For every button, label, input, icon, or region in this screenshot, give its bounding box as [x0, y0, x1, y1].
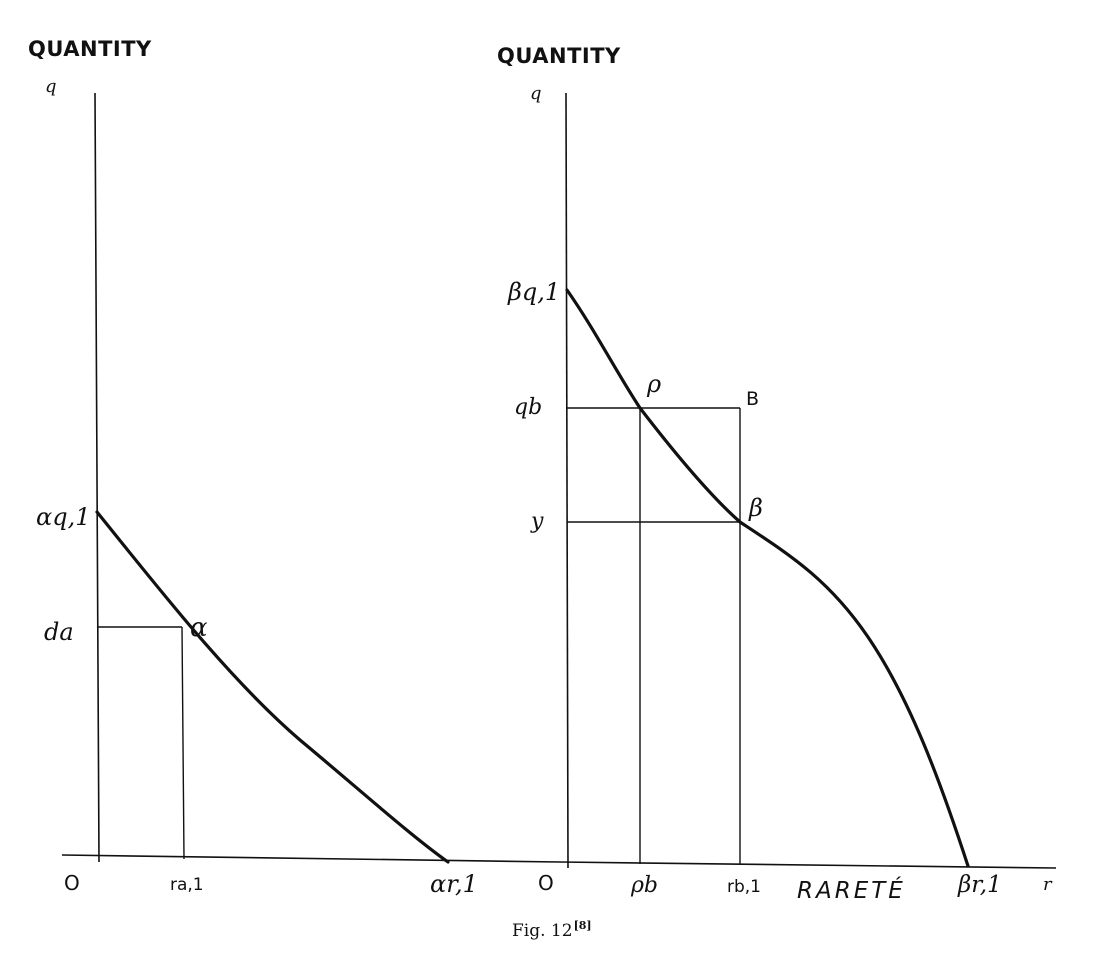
right-r-axis-line — [559, 861, 1057, 869]
right-y-label: y — [530, 509, 544, 534]
caption-superscript: [8] — [574, 919, 592, 932]
figure-caption: Fig. 12[8] — [512, 919, 592, 941]
right-rb1-tick-label: rb,1 — [727, 877, 761, 897]
left-q-axis-label: q — [45, 76, 57, 97]
left-ra-guide — [181, 626, 185, 860]
right-beta-r1-label: βr,1 — [957, 872, 1002, 898]
right-q-axis-label: q — [530, 83, 542, 104]
right-qb-label: qb — [514, 395, 542, 420]
right-origin-label: O — [538, 871, 554, 895]
right-r-axis-label: r — [1043, 874, 1053, 895]
rarete-axis-title: RARETÉ — [797, 876, 906, 904]
left-alpha-q1-label: αq,1 — [36, 503, 90, 531]
left-alpha-curve — [95, 510, 450, 864]
left-alpha-point-label: α — [190, 613, 208, 643]
left-quantity-title: QUANTITY — [28, 37, 152, 61]
right-rho-point-label: ρ — [646, 370, 661, 398]
right-beta-q1-label: βq,1 — [507, 278, 560, 306]
right-B-point-label: B — [746, 388, 759, 410]
right-q-axis-line — [565, 92, 569, 869]
shared-r-axis-line — [61, 854, 561, 863]
right-quantity-title: QUANTITY — [497, 44, 621, 68]
caption-text: Fig. 12 — [512, 921, 573, 941]
left-alpha-r1-label: αr,1 — [430, 870, 478, 898]
right-beta-curve — [565, 288, 970, 868]
left-q-axis-line — [94, 92, 100, 863]
right-rho-b-tick-label: ρb — [630, 873, 658, 898]
left-da-label: da — [44, 618, 74, 646]
left-ra1-tick-label: ra,1 — [170, 875, 204, 895]
right-beta-point-label: β — [748, 494, 763, 522]
left-origin-label: O — [64, 871, 80, 895]
